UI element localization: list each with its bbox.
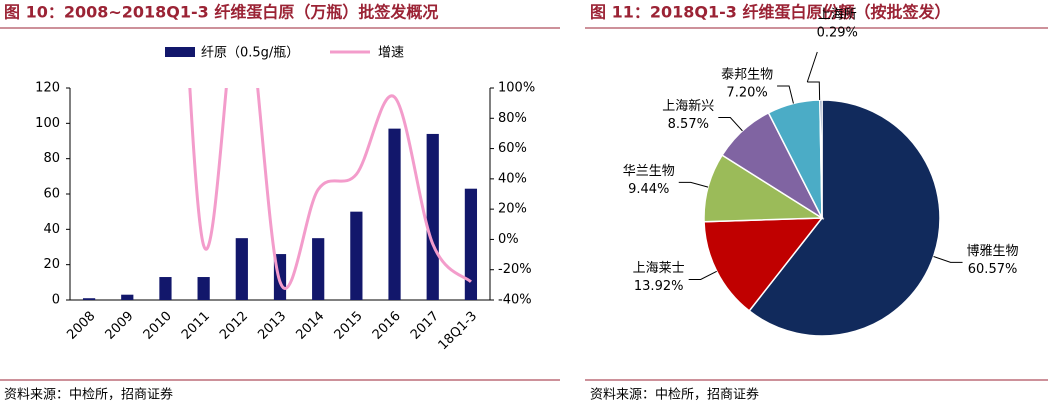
y2-tick-label: 100% [498, 81, 535, 96]
pie-label: 华兰生物 [623, 164, 675, 179]
y2-tick-label: 0% [498, 232, 519, 247]
pie-slice [748, 99, 941, 337]
y2-tick-label: 80% [498, 111, 527, 126]
source: 资料来源：中检所，招商证券 [590, 387, 759, 403]
y2-tick-label: 20% [498, 202, 527, 217]
x-tick-label: 2016 [370, 309, 404, 343]
x-tick-label: 2011 [179, 309, 213, 343]
bar [350, 211, 363, 300]
pie-value-label: 9.44% [628, 182, 669, 197]
pie-label: 上海莱士 [633, 261, 685, 276]
y2-tick-label: -20% [498, 262, 532, 277]
chart-title: 图 10：2008~2018Q1-3 纤维蛋白原（万瓶）批签发概况 [4, 3, 438, 22]
x-tick-label: 2015 [332, 309, 366, 343]
leader-line [718, 117, 743, 132]
bar [82, 298, 96, 300]
legend-label: 纤原（0.5g/瓶） [201, 46, 299, 61]
bar [159, 277, 172, 300]
pie-value-label: 60.57% [968, 262, 1018, 277]
bar [312, 238, 325, 300]
pie-value-label: 8.57% [668, 117, 709, 132]
x-tick-label: 2017 [408, 309, 442, 343]
leader-line [678, 181, 709, 188]
x-tick-label: 2010 [141, 309, 175, 343]
bar [426, 133, 439, 300]
pie-value-label: 7.20% [726, 86, 767, 101]
pie-label: 上海新兴 [662, 98, 714, 114]
leader-line [777, 85, 794, 104]
growth-line [188, 88, 472, 290]
leader-line [933, 256, 963, 263]
y2-tick-label: -40% [498, 293, 532, 308]
y-tick-label: 100 [35, 116, 60, 131]
chart-title: 图 11：2018Q1-3 纤维蛋白原份额（按批签发） [590, 3, 950, 22]
bar [388, 128, 401, 300]
bar [464, 188, 478, 300]
y-tick-label: 20 [43, 257, 60, 272]
x-tick-label: 2014 [293, 309, 327, 343]
y-tick-label: 80 [43, 151, 60, 166]
x-tick-label: 2012 [217, 309, 251, 343]
leader-line [806, 51, 818, 83]
bar [235, 238, 248, 300]
y2-tick-label: 60% [498, 141, 527, 156]
legend-label: 增速 [378, 46, 404, 61]
x-tick-label: 18Q1-3 [436, 309, 481, 354]
pie-value-label: 13.92% [634, 279, 684, 294]
y-tick-label: 60 [43, 187, 60, 202]
y-tick-label: 40 [43, 222, 60, 237]
x-tick-label: 2009 [103, 309, 137, 343]
leader-line [688, 270, 717, 280]
y-tick-label: 0 [52, 293, 60, 308]
pie-label: 上海所 [818, 8, 857, 23]
pie-label: 泰邦生物 [721, 68, 773, 83]
leader-line [807, 81, 821, 101]
legend-swatch [165, 47, 195, 57]
x-tick-label: 2013 [255, 309, 289, 343]
bar [197, 277, 210, 300]
y-tick-label: 120 [35, 81, 60, 96]
pie-value-label: 0.29% [817, 26, 858, 41]
pie-label: 博雅生物 [967, 244, 1019, 259]
bar [121, 294, 134, 300]
pie-slice [819, 99, 823, 219]
x-tick-label: 2008 [64, 309, 98, 343]
y2-tick-label: 40% [498, 171, 527, 186]
source: 资料来源：中检所，招商证券 [4, 387, 173, 403]
